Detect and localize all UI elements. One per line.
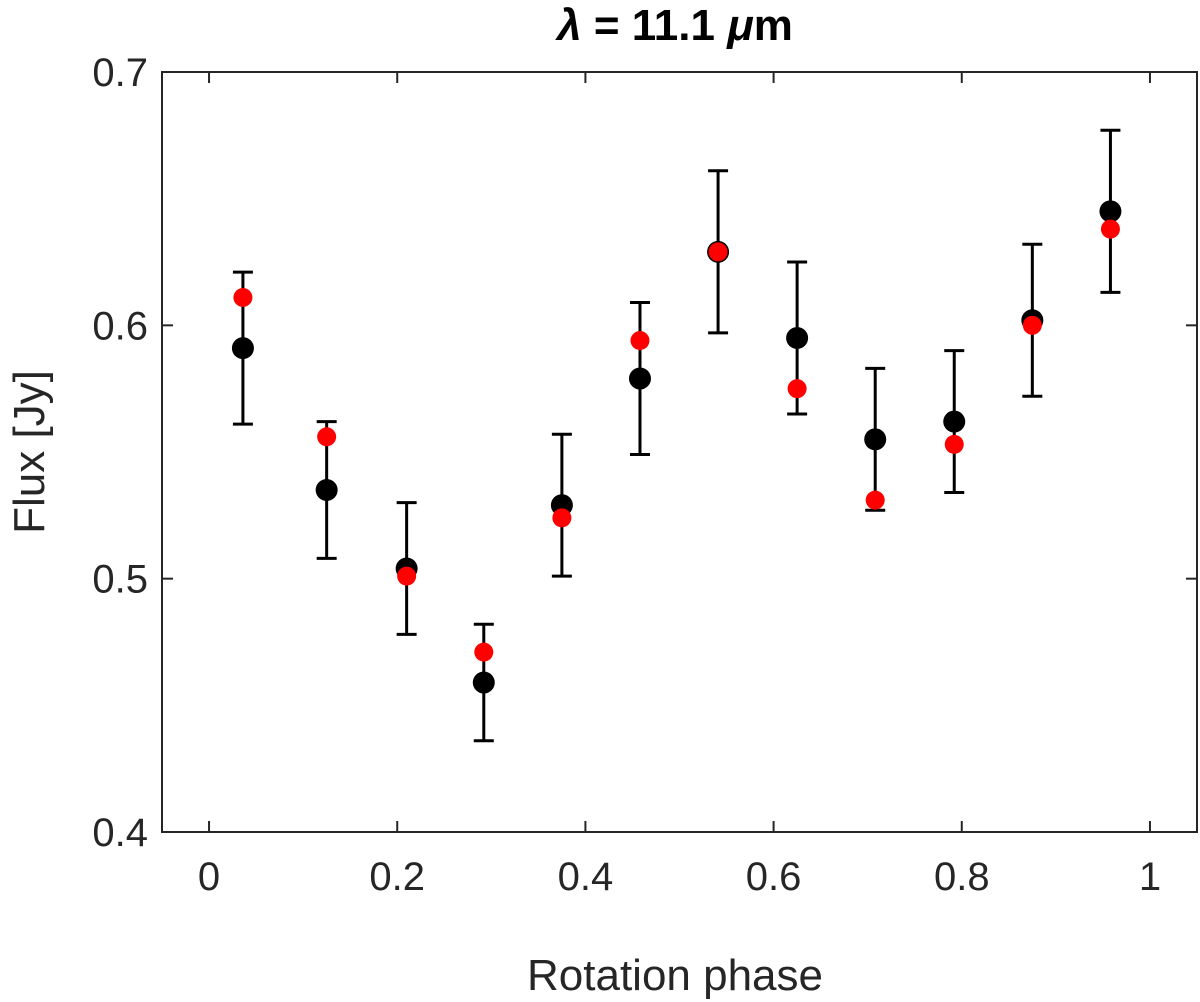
model-point xyxy=(708,242,728,262)
model-point xyxy=(787,379,807,399)
x-axis-label: Rotation phase xyxy=(527,951,823,1000)
x-tick-label: 0.2 xyxy=(369,855,425,899)
model-point xyxy=(865,490,885,510)
chart-title: λ = 11.1 μm xyxy=(555,1,793,50)
x-tick-label: 0.8 xyxy=(934,855,990,899)
plot-data xyxy=(231,128,1122,743)
observed-point xyxy=(943,410,966,433)
x-tick-label: 0.4 xyxy=(558,855,614,899)
observed-point xyxy=(864,428,887,451)
model-point xyxy=(630,331,650,351)
observed-point xyxy=(315,479,338,501)
plot-frame xyxy=(161,71,1198,833)
x-tick-label: 0 xyxy=(198,855,220,899)
y-tick-label: 0.6 xyxy=(92,304,148,348)
model-point xyxy=(233,287,253,307)
model-point xyxy=(317,427,337,447)
observed-point xyxy=(628,367,651,390)
model-point xyxy=(1022,315,1042,335)
model-point xyxy=(474,642,494,662)
x-tick-label: 1 xyxy=(1139,855,1161,899)
model-point xyxy=(397,566,417,586)
title-text: = 11.1 xyxy=(582,1,728,50)
y-tick-label: 0.5 xyxy=(92,558,148,602)
x-tick-label: 0.6 xyxy=(746,855,802,899)
model-point xyxy=(1100,219,1120,239)
title-unit-prefix: μ xyxy=(725,1,754,50)
title-unit-rest: m xyxy=(754,1,793,50)
model-point xyxy=(944,434,964,454)
model-point xyxy=(552,508,572,528)
y-axis-label: Flux [Jy] xyxy=(5,370,54,534)
axes: 0 0.2 0.4 0.6 0.8 1 0.4 0.5 0.6 0.7 xyxy=(92,51,1198,899)
observed-point xyxy=(786,327,809,349)
observed-point xyxy=(1099,200,1122,223)
y-tick-label: 0.7 xyxy=(92,51,148,95)
observed-point xyxy=(472,671,495,694)
y-tick-label: 0.4 xyxy=(92,811,148,855)
title-symbol: λ xyxy=(555,1,581,50)
observed-point xyxy=(231,337,254,360)
